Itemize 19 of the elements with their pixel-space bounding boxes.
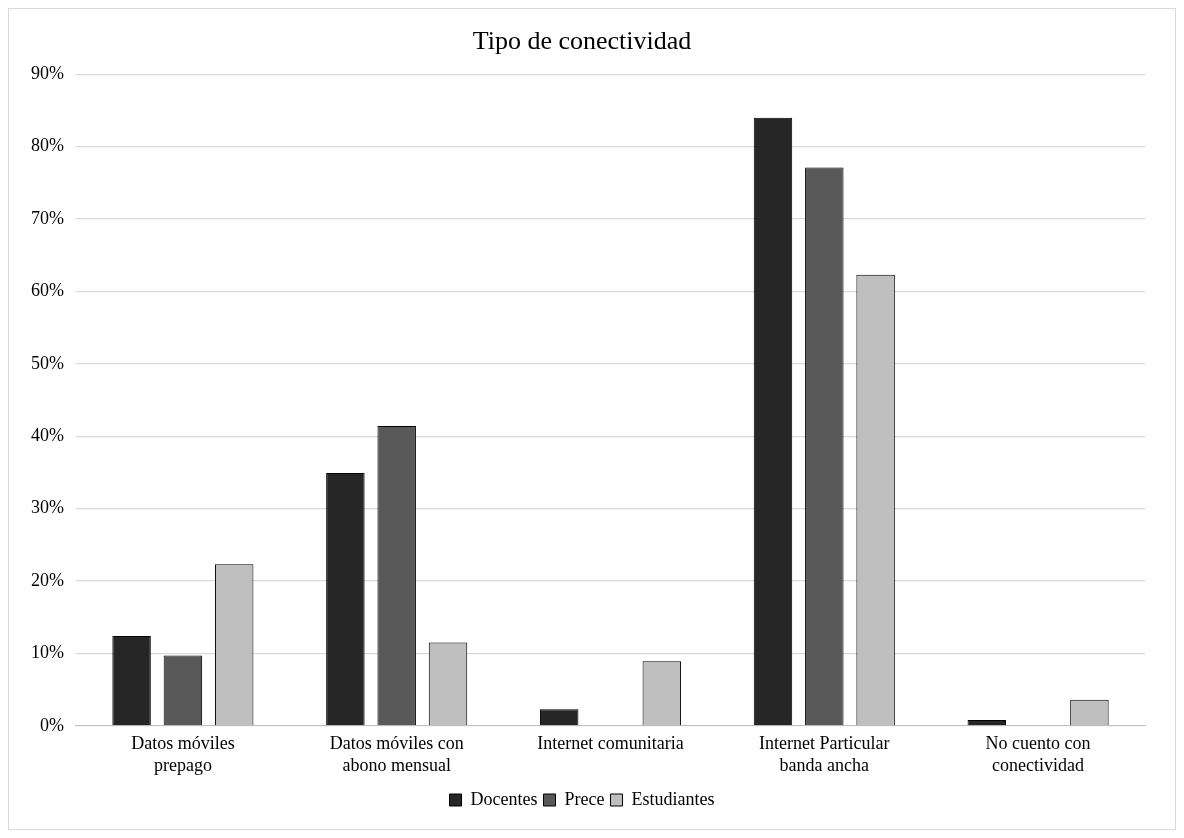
y-tick-label: 50% [30, 352, 64, 373]
y-tick-label: 90% [30, 62, 64, 83]
y-tick-label: 0% [39, 714, 64, 735]
chart-title: Tipo de conectividad [472, 26, 692, 56]
x-tick-label: Datos móviles prepago [131, 733, 235, 775]
x-tick-label: Internet Particular banda ancha [759, 733, 890, 775]
y-tick-label: 40% [30, 424, 64, 445]
x-tick-label: Datos móviles con abono mensual [329, 733, 464, 775]
legend-label: Estudiantes [631, 788, 715, 809]
y-tick-label: 10% [30, 642, 64, 663]
legend-label: Prece [564, 788, 605, 809]
y-tick-label: 20% [30, 569, 64, 590]
y-tick-label: 30% [30, 497, 64, 518]
y-tick-label: 80% [30, 135, 64, 156]
x-tick-label: No cuento con conectividad [985, 733, 1091, 775]
x-tick-label: Internet comunitaria [537, 733, 684, 754]
y-tick-label: 60% [30, 280, 64, 301]
legend-label: Docentes [470, 788, 538, 809]
y-tick-label: 70% [30, 207, 64, 228]
